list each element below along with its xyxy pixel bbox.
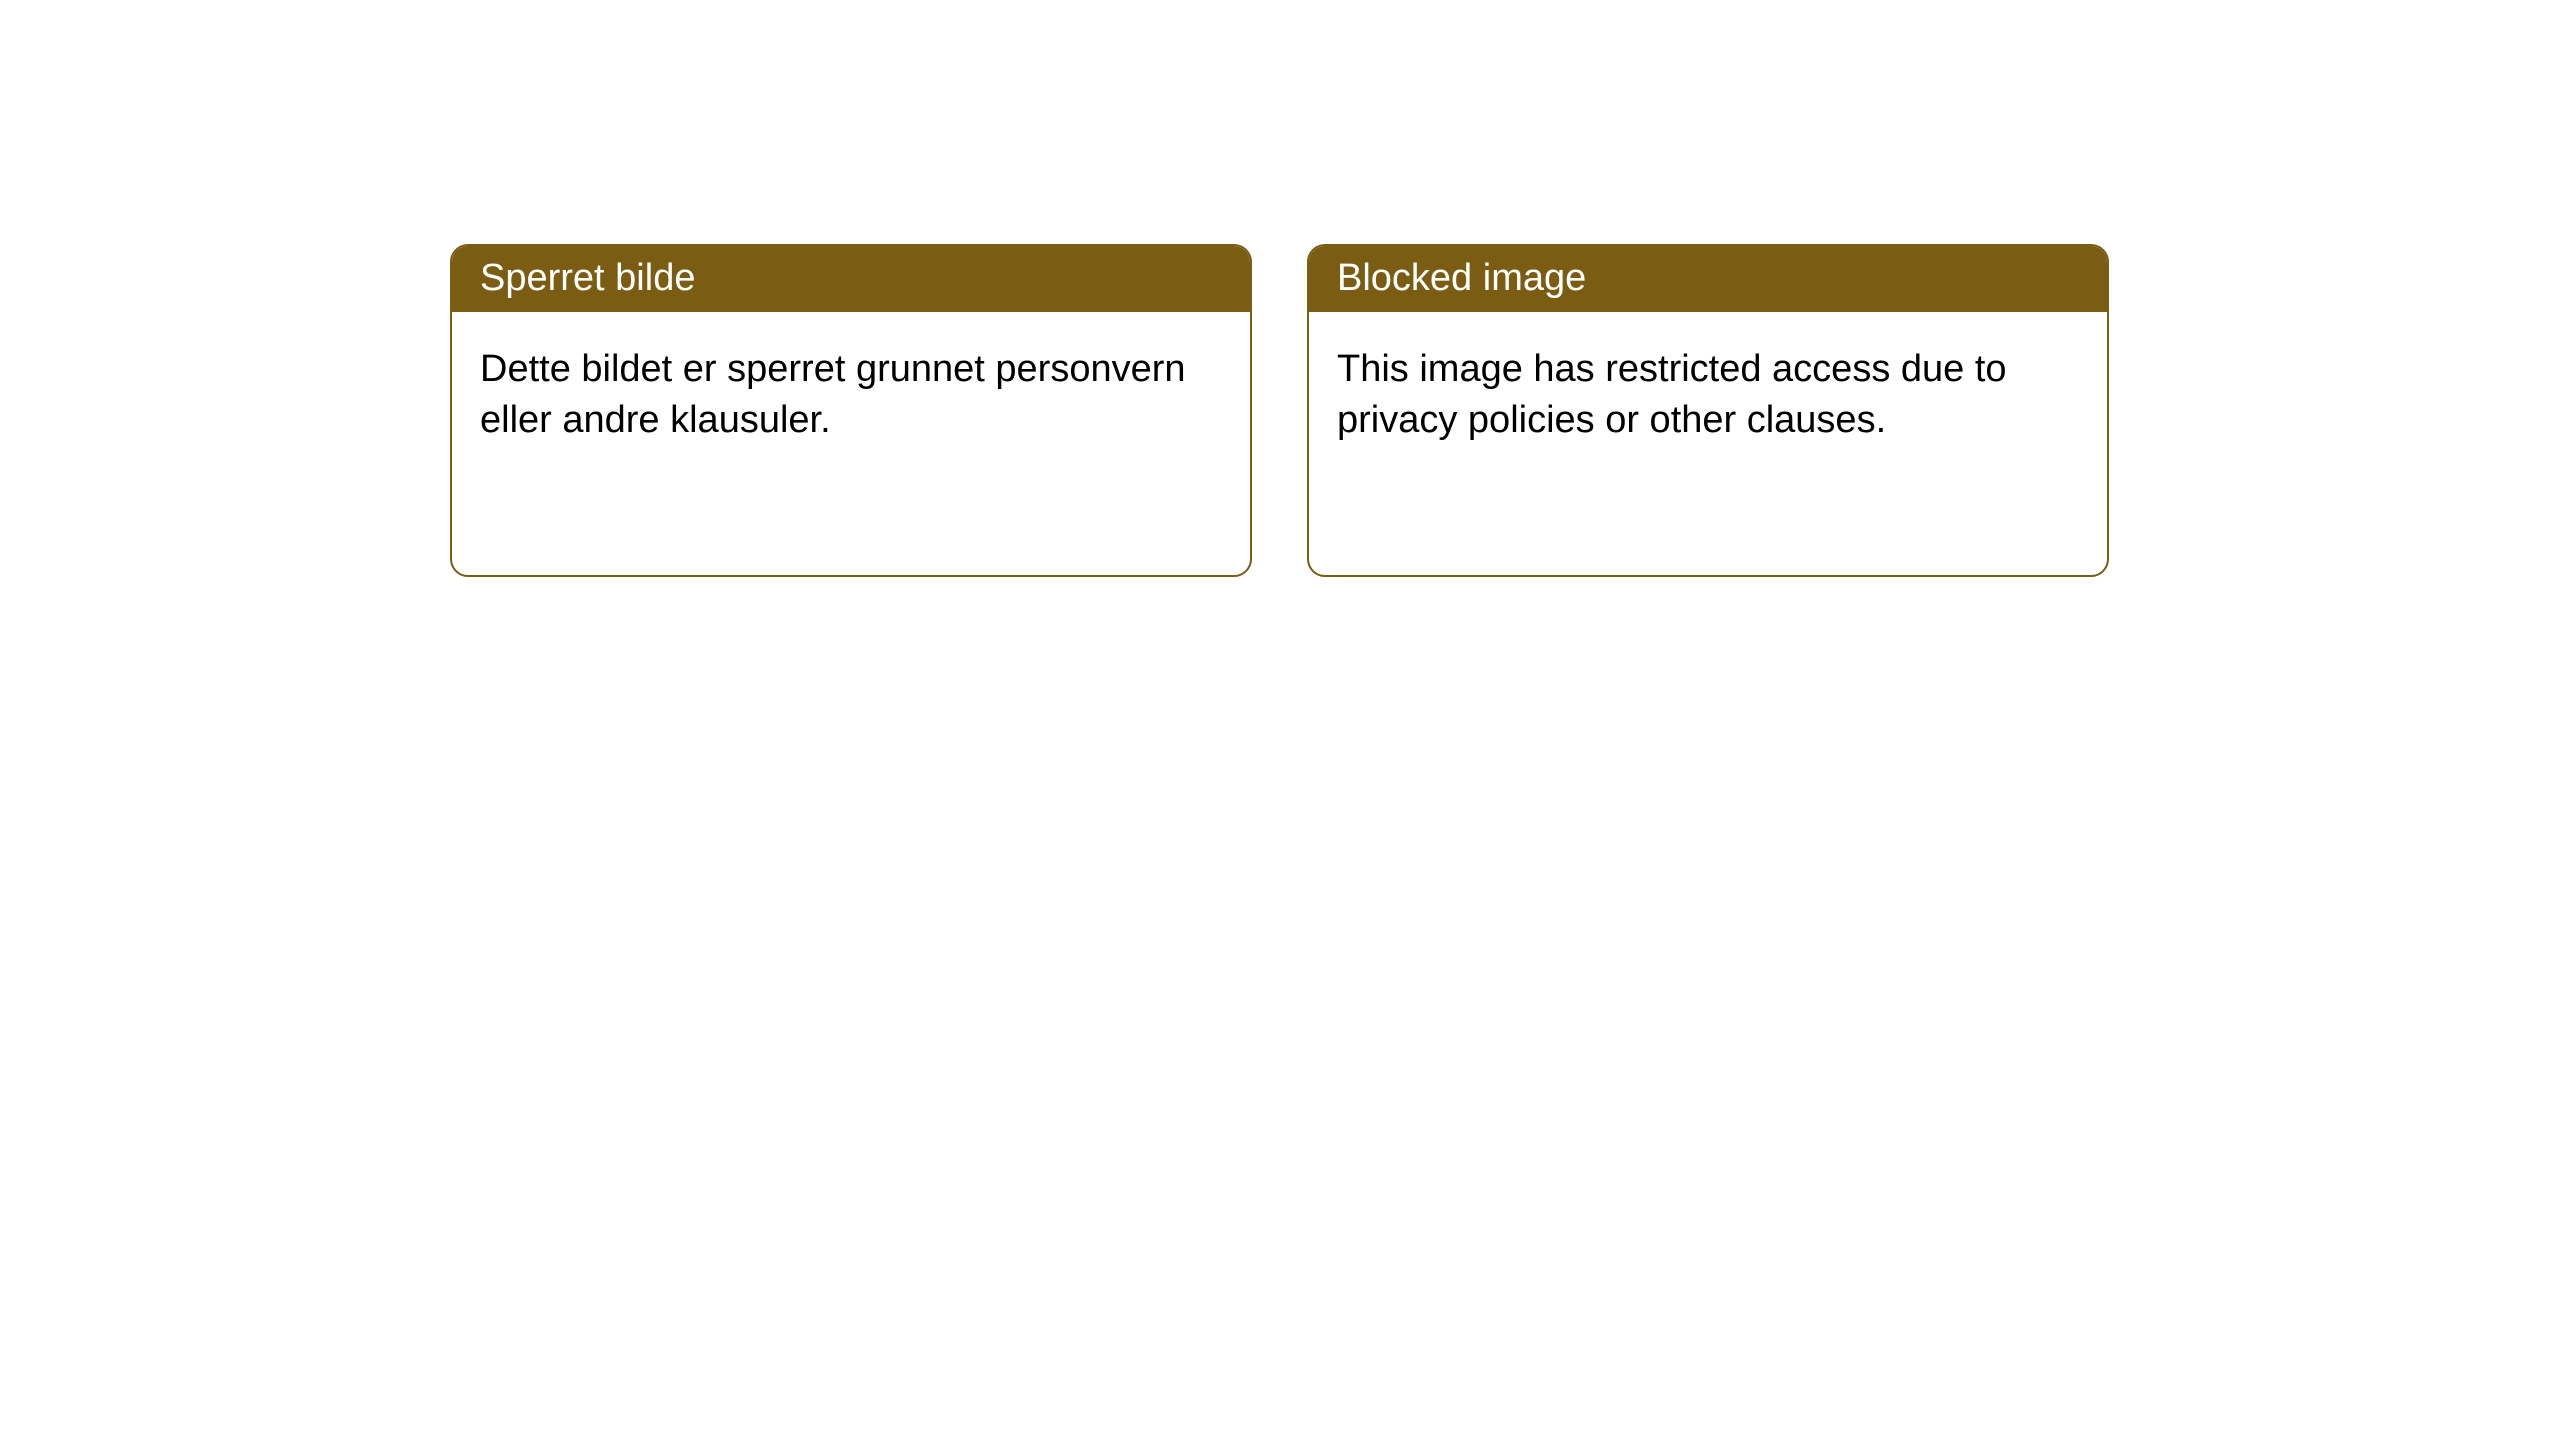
notice-card-title: Sperret bilde [452, 246, 1250, 312]
notice-card-title: Blocked image [1309, 246, 2107, 312]
notice-card-body: This image has restricted access due to … [1309, 312, 2107, 479]
notice-card-norwegian: Sperret bilde Dette bildet er sperret gr… [450, 244, 1252, 577]
notice-container: Sperret bilde Dette bildet er sperret gr… [0, 0, 2560, 577]
notice-card-english: Blocked image This image has restricted … [1307, 244, 2109, 577]
notice-card-body: Dette bildet er sperret grunnet personve… [452, 312, 1250, 479]
